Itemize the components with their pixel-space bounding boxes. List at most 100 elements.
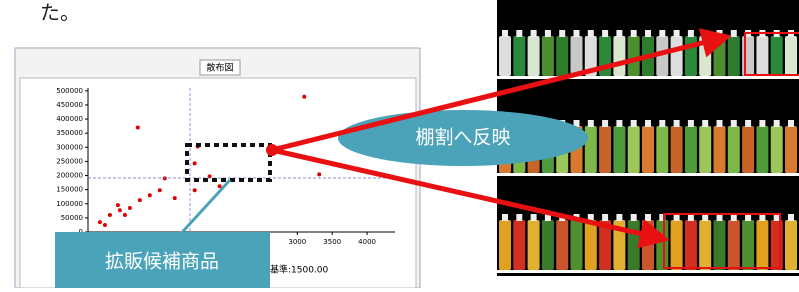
reference-label: 基準:1500.00 bbox=[270, 264, 329, 276]
bottle bbox=[628, 126, 640, 173]
cap bbox=[745, 214, 751, 221]
cap bbox=[602, 120, 608, 127]
bottle bbox=[685, 36, 697, 76]
slide: た。 散布図 050000100000150000200000250000300… bbox=[0, 0, 799, 288]
cap bbox=[759, 214, 765, 221]
cap bbox=[717, 214, 723, 221]
bottle bbox=[771, 126, 783, 173]
bottle bbox=[699, 126, 711, 173]
bottle bbox=[499, 220, 511, 270]
bottle bbox=[728, 126, 740, 173]
shelf-edge bbox=[497, 270, 799, 273]
bottle bbox=[542, 220, 554, 270]
point bbox=[116, 203, 120, 207]
bottle bbox=[742, 126, 754, 173]
point bbox=[136, 126, 140, 130]
point bbox=[163, 176, 167, 180]
bottle bbox=[613, 36, 625, 76]
bottle bbox=[628, 36, 640, 76]
cap bbox=[631, 120, 637, 127]
x-tick-label: 4000 bbox=[358, 238, 376, 246]
bottle bbox=[742, 36, 754, 76]
cap bbox=[674, 30, 680, 37]
point bbox=[98, 220, 102, 224]
y-tick-label: 500000 bbox=[56, 87, 83, 95]
bottle bbox=[699, 220, 711, 270]
bottle bbox=[671, 220, 683, 270]
bottle bbox=[556, 220, 568, 270]
y-tick-label: 450000 bbox=[56, 101, 83, 109]
bottle bbox=[528, 36, 540, 76]
y-tick-label: 250000 bbox=[56, 157, 83, 165]
cap bbox=[616, 120, 622, 127]
cap bbox=[502, 30, 508, 37]
bottle bbox=[714, 126, 726, 173]
bottle bbox=[585, 220, 597, 270]
bottle bbox=[756, 36, 768, 76]
bottle bbox=[642, 220, 654, 270]
y-tick-label: 200000 bbox=[56, 172, 83, 180]
cap bbox=[674, 214, 680, 221]
bottle bbox=[542, 36, 554, 76]
point bbox=[173, 196, 177, 200]
point bbox=[118, 208, 122, 212]
x-tick-label: 3500 bbox=[323, 238, 341, 246]
cap bbox=[702, 120, 708, 127]
point bbox=[317, 172, 321, 176]
cap bbox=[774, 120, 780, 127]
cap bbox=[717, 120, 723, 127]
point bbox=[123, 213, 127, 217]
bottle bbox=[628, 220, 640, 270]
cap bbox=[774, 214, 780, 221]
bottle bbox=[656, 220, 668, 270]
bottle bbox=[785, 36, 797, 76]
bottle bbox=[571, 36, 583, 76]
cap bbox=[616, 214, 622, 221]
cap bbox=[702, 214, 708, 221]
bottle bbox=[642, 126, 654, 173]
bottle bbox=[499, 36, 511, 76]
bottle bbox=[771, 36, 783, 76]
point bbox=[108, 213, 112, 217]
cap bbox=[602, 30, 608, 37]
cap bbox=[602, 214, 608, 221]
cap bbox=[574, 30, 580, 37]
cap bbox=[688, 120, 694, 127]
bottle bbox=[571, 220, 583, 270]
cap bbox=[659, 120, 665, 127]
callout-text: 拡販候補商品 bbox=[105, 251, 219, 273]
cap bbox=[731, 30, 737, 37]
bottle bbox=[671, 36, 683, 76]
arrow-origin bbox=[266, 144, 278, 156]
cap bbox=[731, 120, 737, 127]
cap bbox=[588, 120, 594, 127]
cap bbox=[759, 120, 765, 127]
cap bbox=[745, 120, 751, 127]
bottle bbox=[685, 220, 697, 270]
y-tick-label: 100000 bbox=[56, 200, 83, 208]
shelf-edge bbox=[497, 173, 799, 176]
bottle bbox=[714, 220, 726, 270]
cap bbox=[717, 30, 723, 37]
point bbox=[148, 193, 152, 197]
chart-title: 散布図 bbox=[206, 62, 233, 74]
cap bbox=[659, 30, 665, 37]
cap bbox=[502, 214, 508, 221]
top-text: た。 bbox=[40, 1, 80, 25]
bottle bbox=[756, 126, 768, 173]
cap bbox=[688, 214, 694, 221]
cap bbox=[616, 30, 622, 37]
point bbox=[158, 188, 162, 192]
cap bbox=[788, 214, 794, 221]
cap bbox=[702, 30, 708, 37]
bottle bbox=[656, 126, 668, 173]
y-tick-label: 150000 bbox=[56, 186, 83, 194]
cap bbox=[645, 120, 651, 127]
bottle bbox=[613, 126, 625, 173]
bottle bbox=[556, 36, 568, 76]
cap bbox=[516, 214, 522, 221]
bottle bbox=[742, 220, 754, 270]
bottle bbox=[585, 126, 597, 173]
bottle bbox=[528, 220, 540, 270]
cap bbox=[631, 214, 637, 221]
